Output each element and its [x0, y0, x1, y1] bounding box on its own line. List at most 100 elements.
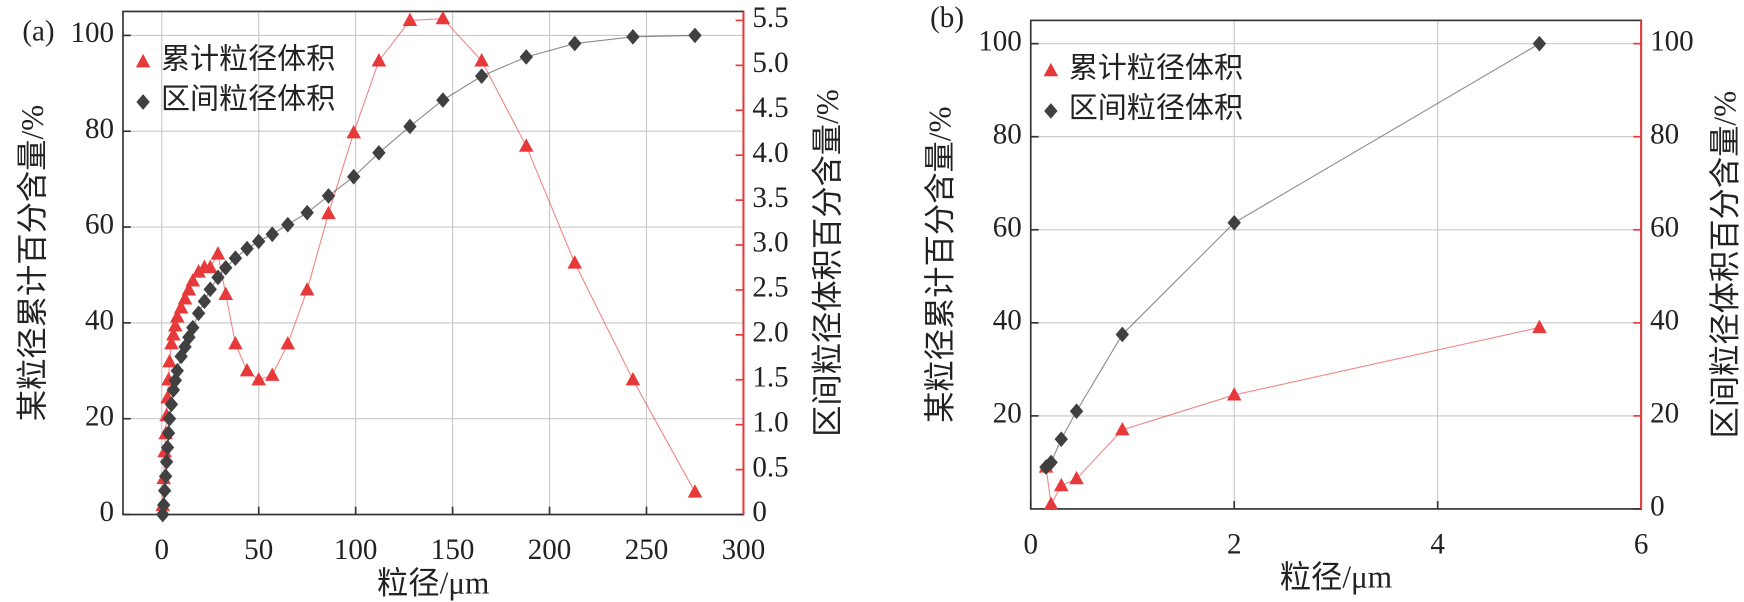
y2-tick-label: 2.0: [752, 317, 788, 349]
y-tick-label: 20: [993, 398, 1022, 430]
diamond-marker: [156, 497, 171, 513]
triangle-marker: [299, 282, 315, 296]
triangle-marker: [519, 138, 534, 152]
diamond-marker: [265, 226, 279, 243]
y-tick-label: 80: [993, 118, 1022, 150]
y2-tick-label: 0: [1650, 491, 1665, 523]
triangle-marker: [625, 371, 641, 386]
triangle-marker: [687, 484, 703, 498]
diamond-marker: [1069, 403, 1084, 420]
diamond-marker: [203, 281, 217, 298]
diamond-marker: [240, 240, 254, 257]
y-tick-label: 100: [978, 25, 1022, 57]
y2-tick-label: 100: [1650, 25, 1694, 57]
triangle-marker: [1069, 470, 1084, 485]
y2-tick-label: 60: [1650, 211, 1679, 243]
diamond-marker: [688, 27, 702, 44]
x-tick-label: 50: [244, 534, 273, 566]
triangle-marker: [210, 246, 226, 260]
legend-label: 累计粒径体积: [161, 42, 335, 75]
diamond-marker: [347, 168, 361, 185]
diamond-marker: [136, 94, 150, 110]
x-tick-label: 2: [1227, 529, 1242, 561]
diamond-marker: [228, 250, 243, 267]
diamond-marker: [626, 29, 640, 45]
triangle-marker: [169, 309, 185, 323]
triangle-marker: [1532, 319, 1547, 334]
y-tick-label: 0: [99, 496, 114, 528]
diamond-marker: [170, 362, 184, 379]
triangle-marker: [173, 300, 189, 314]
y-tick-label: 40: [993, 304, 1022, 336]
y2-tick-label: 3.0: [752, 227, 788, 259]
diamond-marker: [186, 319, 200, 336]
triangle-marker: [251, 371, 266, 386]
y-axis-label: 某粒径累计百分含量/%: [15, 105, 50, 421]
triangle-marker: [1043, 62, 1059, 77]
diamond-marker: [251, 233, 266, 250]
panel-label: (b): [930, 2, 964, 34]
diamond-marker: [436, 92, 450, 108]
diamond-marker: [1115, 326, 1130, 343]
triangle-marker: [239, 362, 255, 377]
x-tick-label: 150: [431, 534, 475, 566]
y2-tick-label: 1.0: [752, 406, 788, 438]
triangle-marker: [164, 336, 179, 350]
legend-label: 区间粒径体积: [1069, 92, 1243, 125]
diamond-marker: [1227, 214, 1241, 231]
diamond-marker: [197, 293, 212, 310]
diamond-marker: [162, 410, 177, 427]
triangle-marker: [265, 367, 280, 381]
x-tick-label: 0: [154, 534, 169, 566]
triangle-marker: [181, 282, 197, 296]
triangle-marker: [321, 205, 336, 220]
x-axis-label: 粒径/μm: [1280, 560, 1392, 595]
triangle-marker: [228, 336, 243, 350]
triangle-marker: [135, 53, 151, 68]
y2-tick-label: 4.5: [752, 92, 788, 124]
x-tick-label: 100: [334, 534, 378, 566]
y2-tick-label: 5.5: [752, 2, 788, 34]
triangle-marker: [185, 273, 201, 287]
diamond-marker: [321, 188, 336, 204]
diamond-marker: [157, 482, 172, 499]
x-tick-label: 4: [1430, 529, 1445, 561]
diamond-marker: [159, 453, 174, 470]
diamond-marker: [1044, 103, 1058, 119]
y-tick-label: 60: [993, 211, 1022, 243]
diamond-marker: [164, 396, 179, 413]
diamond-marker: [300, 204, 314, 221]
y2-tick-label: 5.0: [752, 47, 788, 79]
triangle-marker: [280, 336, 296, 350]
diamond-marker: [211, 269, 225, 286]
triangle-marker: [567, 255, 583, 269]
diamond-marker: [372, 144, 386, 161]
diamond-marker: [1054, 431, 1068, 447]
y2-tick-label: 3.5: [752, 182, 788, 214]
diamond-marker: [156, 506, 170, 523]
diamond-marker: [568, 35, 582, 52]
diamond-marker: [519, 49, 533, 65]
diamond-marker: [403, 118, 417, 135]
diamond-marker: [1044, 454, 1058, 471]
x-tick-label: 200: [528, 534, 572, 566]
diamond-marker: [191, 305, 206, 322]
y2-tick-label: 80: [1650, 118, 1679, 150]
triangle-marker: [435, 10, 451, 25]
diamond-marker: [219, 259, 233, 276]
x-tick-label: 0: [1023, 529, 1038, 561]
y-tick-label: 40: [85, 305, 114, 337]
y2-tick-label: 1.5: [752, 361, 788, 393]
x-tick-label: 250: [625, 534, 669, 566]
diamond-marker: [1532, 35, 1547, 52]
legend-label: 累计粒径体积: [1069, 51, 1243, 84]
triangle-marker: [168, 318, 183, 332]
y2-tick-label: 2.5: [752, 272, 788, 304]
y2-axis-label: 区间粒径体积百分含量/%: [1708, 91, 1743, 439]
x-tick-label: 300: [722, 534, 766, 566]
y2-tick-label: 0: [752, 496, 767, 528]
x-axis-label: 粒径/μm: [377, 565, 489, 600]
triangle-marker: [1226, 387, 1242, 401]
triangle-marker: [1054, 477, 1069, 492]
